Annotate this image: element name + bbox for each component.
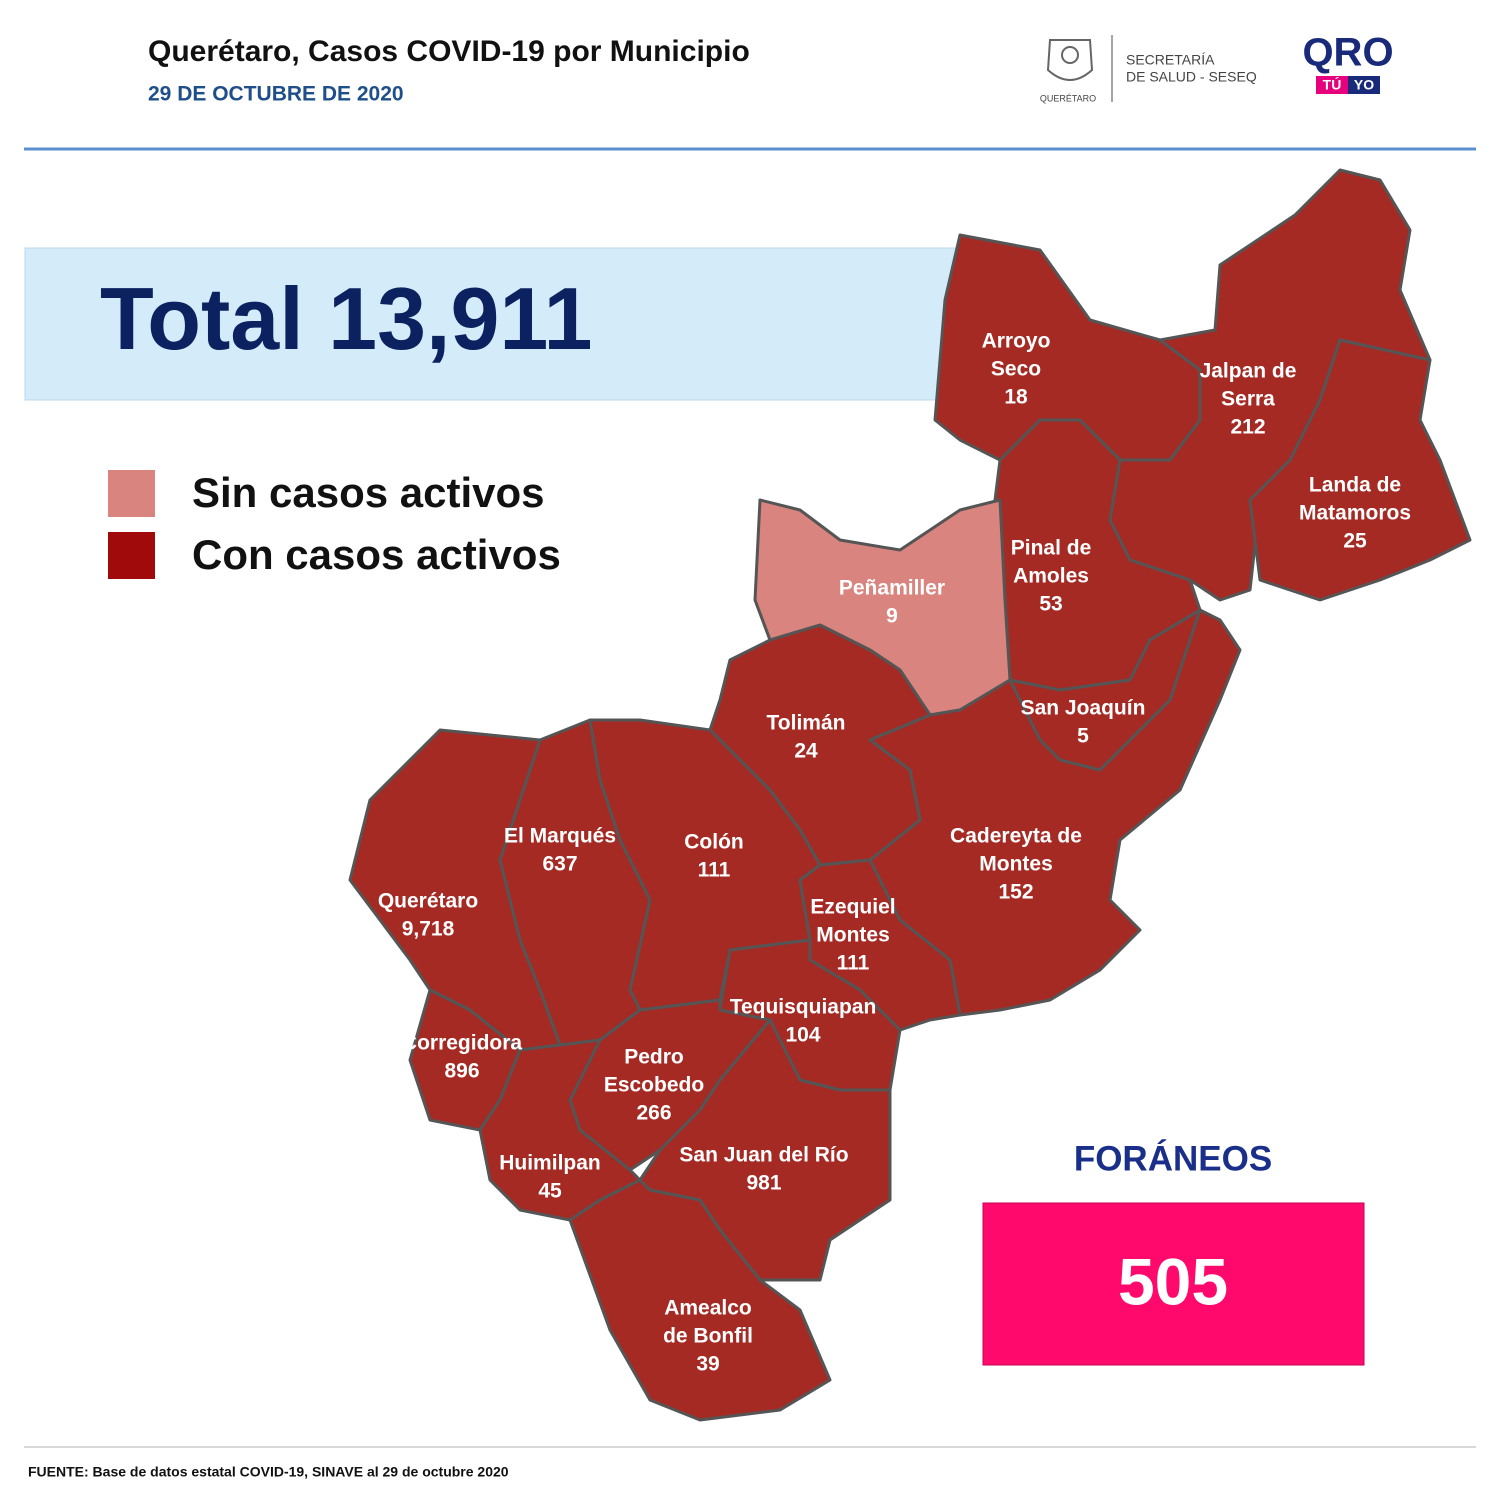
municipality-name: Querétaro — [378, 890, 478, 913]
municipality-cases: 104 — [785, 1024, 820, 1047]
municipality-name: Landa de — [1309, 474, 1401, 497]
total-value: 13,911 — [328, 269, 592, 368]
municipality-name: Pedro — [624, 1046, 684, 1069]
municipality-cases: 981 — [746, 1172, 781, 1195]
municipality-name: El Marqués — [504, 825, 616, 848]
foraneos-value: 505 — [1118, 1244, 1228, 1318]
title: Querétaro, Casos COVID-19 por Municipio — [148, 35, 750, 68]
municipality-name: Seco — [991, 358, 1041, 381]
total-band — [24, 247, 986, 401]
municipality-cases: 45 — [538, 1180, 562, 1203]
footer: FUENTE: Base de datos estatal COVID-19, … — [28, 1464, 509, 1480]
municipality-cases: 111 — [837, 952, 870, 975]
municipality-name: Arroyo — [982, 330, 1051, 353]
municipality-name: Amealco — [664, 1297, 752, 1320]
municipality-cases: 9 — [886, 605, 898, 628]
yo-box — [1348, 76, 1380, 94]
tu-text: TÚ — [1323, 76, 1342, 93]
foraneos-box — [982, 1202, 1365, 1366]
municipality-name: Montes — [816, 924, 890, 947]
municipality-cases: 111 — [698, 859, 731, 882]
seal-caption: QUERÉTARO — [1040, 93, 1096, 103]
municipality-cases: 53 — [1039, 593, 1062, 616]
secretaria-line: SECRETARÍA — [1126, 52, 1215, 68]
legend-swatch — [108, 470, 155, 517]
legend-label: Con casos activos — [192, 531, 561, 578]
municipality-name: Cadereyta de — [950, 825, 1082, 848]
foraneos-label: FORÁNEOS — [1074, 1138, 1272, 1178]
municipality-name: Huimilpan — [499, 1152, 601, 1175]
municipality-name: Corregidora — [402, 1032, 523, 1055]
municipality-cases: 18 — [1004, 386, 1028, 409]
qro-logo: QRO — [1302, 31, 1393, 75]
municipality-cases: 25 — [1343, 530, 1367, 553]
municipality-name: Tolimán — [767, 712, 846, 735]
municipality-name: Jalpan de — [1200, 360, 1297, 383]
municipality-cases: 212 — [1230, 416, 1265, 439]
total: Total 13,911 — [100, 269, 592, 368]
municipality-cases: 896 — [444, 1060, 479, 1083]
municipality-name: Pinal de — [1011, 537, 1092, 560]
date: 29 DE OCTUBRE DE 2020 — [148, 83, 404, 106]
municipality-name: San Juan del Río — [679, 1144, 848, 1167]
legend: Sin casos activos Con casos activos — [108, 469, 561, 579]
municipality-name: San Joaquín — [1021, 697, 1146, 720]
municipality-name: Ezequiel — [810, 896, 895, 919]
municipality-name: de Bonfil — [663, 1325, 753, 1348]
municipality-cases: 24 — [794, 740, 818, 763]
secretaria-line: DE SALUD - SESEQ — [1126, 69, 1257, 85]
municipality-shape — [1248, 338, 1472, 602]
municipality-name: Amoles — [1013, 565, 1089, 588]
municipality-cases: 152 — [998, 881, 1033, 904]
municipality-name: Matamoros — [1299, 502, 1411, 525]
tu-box — [1316, 76, 1348, 94]
legend-label: Sin casos activos — [192, 469, 545, 516]
legend-swatch — [108, 532, 155, 579]
municipality-cases: 266 — [636, 1102, 671, 1125]
municipality-cases: 637 — [542, 853, 577, 876]
municipality-shape — [568, 1178, 832, 1422]
municipality-cases: 5 — [1077, 725, 1089, 748]
municipality-name: Peñamiller — [839, 577, 945, 600]
municipality-cases: 39 — [696, 1353, 719, 1376]
map: Arroyo Seco 18 Jalpan de Serra 212 Landa de Mat… — [348, 168, 1472, 1422]
yo-text: YO — [1354, 77, 1374, 93]
municipality-name: Escobedo — [604, 1074, 704, 1097]
municipality-cases: 9,718 — [402, 918, 455, 941]
municipality-name: Serra — [1221, 388, 1275, 411]
municipality-name: Tequisquiapan — [730, 996, 877, 1019]
municipality-name: Montes — [979, 853, 1053, 876]
total-label: Total — [100, 269, 304, 368]
municipality-name: Colón — [684, 831, 743, 854]
state-seal: QUERÉTARO — [1040, 39, 1096, 103]
